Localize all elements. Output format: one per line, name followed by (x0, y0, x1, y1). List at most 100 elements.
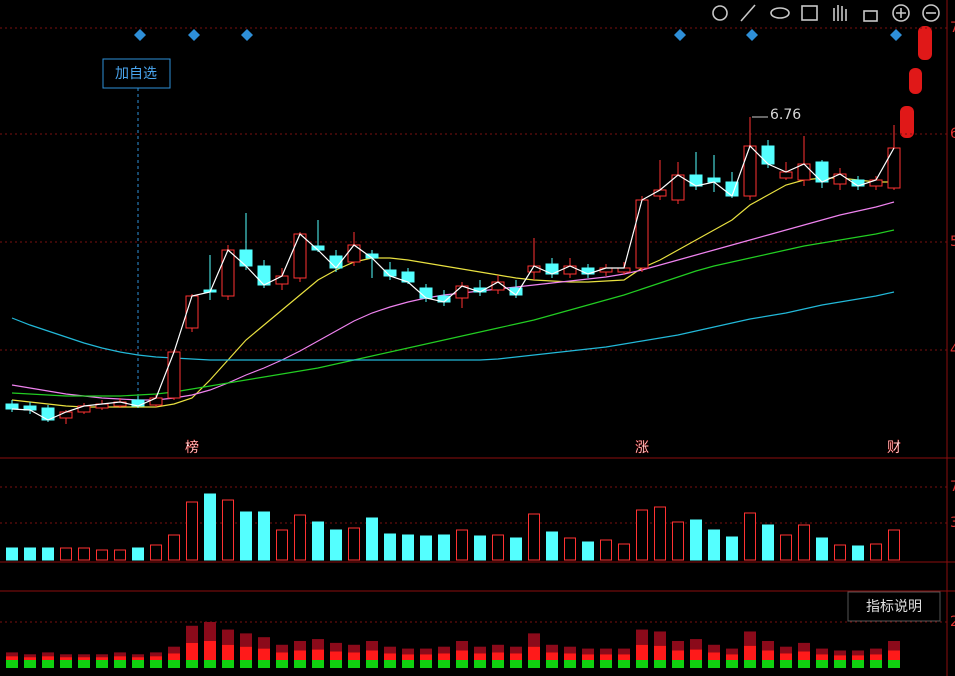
indicator-bar-low (726, 660, 738, 668)
info-marker[interactable] (134, 29, 146, 41)
high-label: 6.76 (770, 107, 801, 123)
indicator-bar-top (186, 625, 198, 643)
watchlist-button-label[interactable]: 加自选 (115, 66, 157, 82)
indicator-bar-top (420, 648, 432, 655)
watchlist-button[interactable] (102, 58, 171, 89)
indicator-bar-low (24, 660, 36, 668)
zoom-in-icon[interactable] (892, 4, 910, 22)
indicator-bar-top (240, 633, 252, 647)
moving-average (11, 291, 895, 361)
indicator-bar-top (312, 639, 324, 650)
indicator-bar (222, 629, 234, 668)
indicator-help-label[interactable]: 指标说明 (866, 599, 922, 615)
volume-bar (294, 514, 306, 561)
indicator-bar-low (276, 660, 288, 668)
indicator-bar (204, 621, 216, 668)
indicator-bar-low (240, 660, 252, 668)
indicator-bar-low (654, 660, 666, 668)
volume-bar (132, 547, 144, 561)
indicator-bar-top (474, 646, 486, 654)
indicator-bar-low (762, 660, 774, 668)
draw-icon[interactable] (740, 4, 756, 22)
indicator-bar-low (348, 660, 360, 668)
volume-bar (312, 521, 324, 561)
volume-bar (402, 534, 414, 561)
indicator-bar-mid (618, 654, 630, 660)
indicator-bar-top (168, 646, 180, 654)
indicator-bar (870, 648, 882, 668)
candle-body (815, 161, 829, 183)
candle-body (563, 265, 577, 275)
indicator-bar-mid (60, 657, 72, 660)
eye-icon[interactable] (770, 7, 790, 19)
info-marker[interactable] (241, 29, 253, 41)
indicator-bar-low (384, 660, 396, 668)
info-marker[interactable] (746, 29, 758, 41)
volume-bar (366, 517, 378, 561)
indicator-bar-top (60, 654, 72, 658)
indicator-bar-low (474, 660, 486, 668)
volume-bar (582, 541, 594, 561)
close-line (11, 144, 895, 421)
indicator-bar-mid (384, 653, 396, 660)
moving-average (11, 177, 894, 408)
indicator-bar (312, 639, 324, 668)
event-label: 榜 (185, 439, 199, 456)
indicator-bar-top (366, 640, 378, 651)
indicator-bar-low (294, 660, 306, 668)
indicator-bar-top (258, 637, 270, 649)
indicator-bar-mid (888, 650, 900, 660)
candle-body (149, 397, 163, 406)
box-icon[interactable] (801, 5, 818, 21)
indicator-bar-low (132, 660, 144, 668)
indicator-bar-low (636, 660, 648, 668)
indicator-bar-top (672, 640, 684, 651)
indicator-bar-top (528, 633, 540, 647)
lock-icon[interactable] (863, 10, 878, 22)
volume-bar (438, 534, 450, 561)
candle-body (59, 411, 73, 419)
forecast-bar (900, 106, 914, 138)
volume-bar (708, 529, 720, 561)
indicator-bar-top (24, 654, 36, 658)
volume-bar (600, 539, 612, 561)
indicator-bar (258, 637, 270, 668)
indicator-bar (780, 646, 792, 668)
volume-bar (870, 543, 882, 561)
indicator-help-button[interactable] (847, 591, 941, 622)
indicator-bar-low (330, 660, 342, 668)
info-marker[interactable] (890, 29, 902, 41)
indicator-bar (456, 640, 468, 668)
indicator-bar-low (510, 660, 522, 668)
indicator-bar (510, 646, 522, 668)
volume-bar (528, 513, 540, 561)
indicator-bar-mid (42, 656, 54, 660)
indicator-bar-mid (636, 644, 648, 660)
info-marker[interactable] (674, 29, 686, 41)
indicator-bar-mid (744, 645, 756, 660)
indicator-bar-mid (654, 645, 666, 660)
zoom-out-icon[interactable] (922, 4, 940, 22)
info-marker[interactable] (188, 29, 200, 41)
indicator-bar-top (204, 621, 216, 641)
indicator-bar-mid (78, 657, 90, 660)
indicator-bar-low (492, 660, 504, 668)
indicator-bar-top (42, 652, 54, 657)
hand-icon[interactable] (833, 5, 847, 21)
indicator-bar-low (186, 660, 198, 668)
indicator-bar-top (6, 652, 18, 657)
volume-bar (60, 547, 72, 561)
indicator-bar (654, 631, 666, 668)
candle-body (383, 269, 397, 277)
indicator-bar (96, 654, 108, 668)
settings-icon[interactable] (712, 5, 728, 21)
indicator-bar-low (114, 660, 126, 668)
indicator-bar-mid (726, 654, 738, 660)
plot: 7.65 6.59 5.51 4.43 73 37 2 6.76 榜 涨 财 (0, 20, 955, 668)
volume-bar (240, 511, 252, 561)
indicator-bar-top (294, 640, 306, 651)
indicator-bar-top (276, 644, 288, 653)
indicator-bar-mid (780, 653, 792, 660)
y-tick-label: 6.59 (950, 126, 955, 142)
indicator-bar-low (690, 660, 702, 668)
